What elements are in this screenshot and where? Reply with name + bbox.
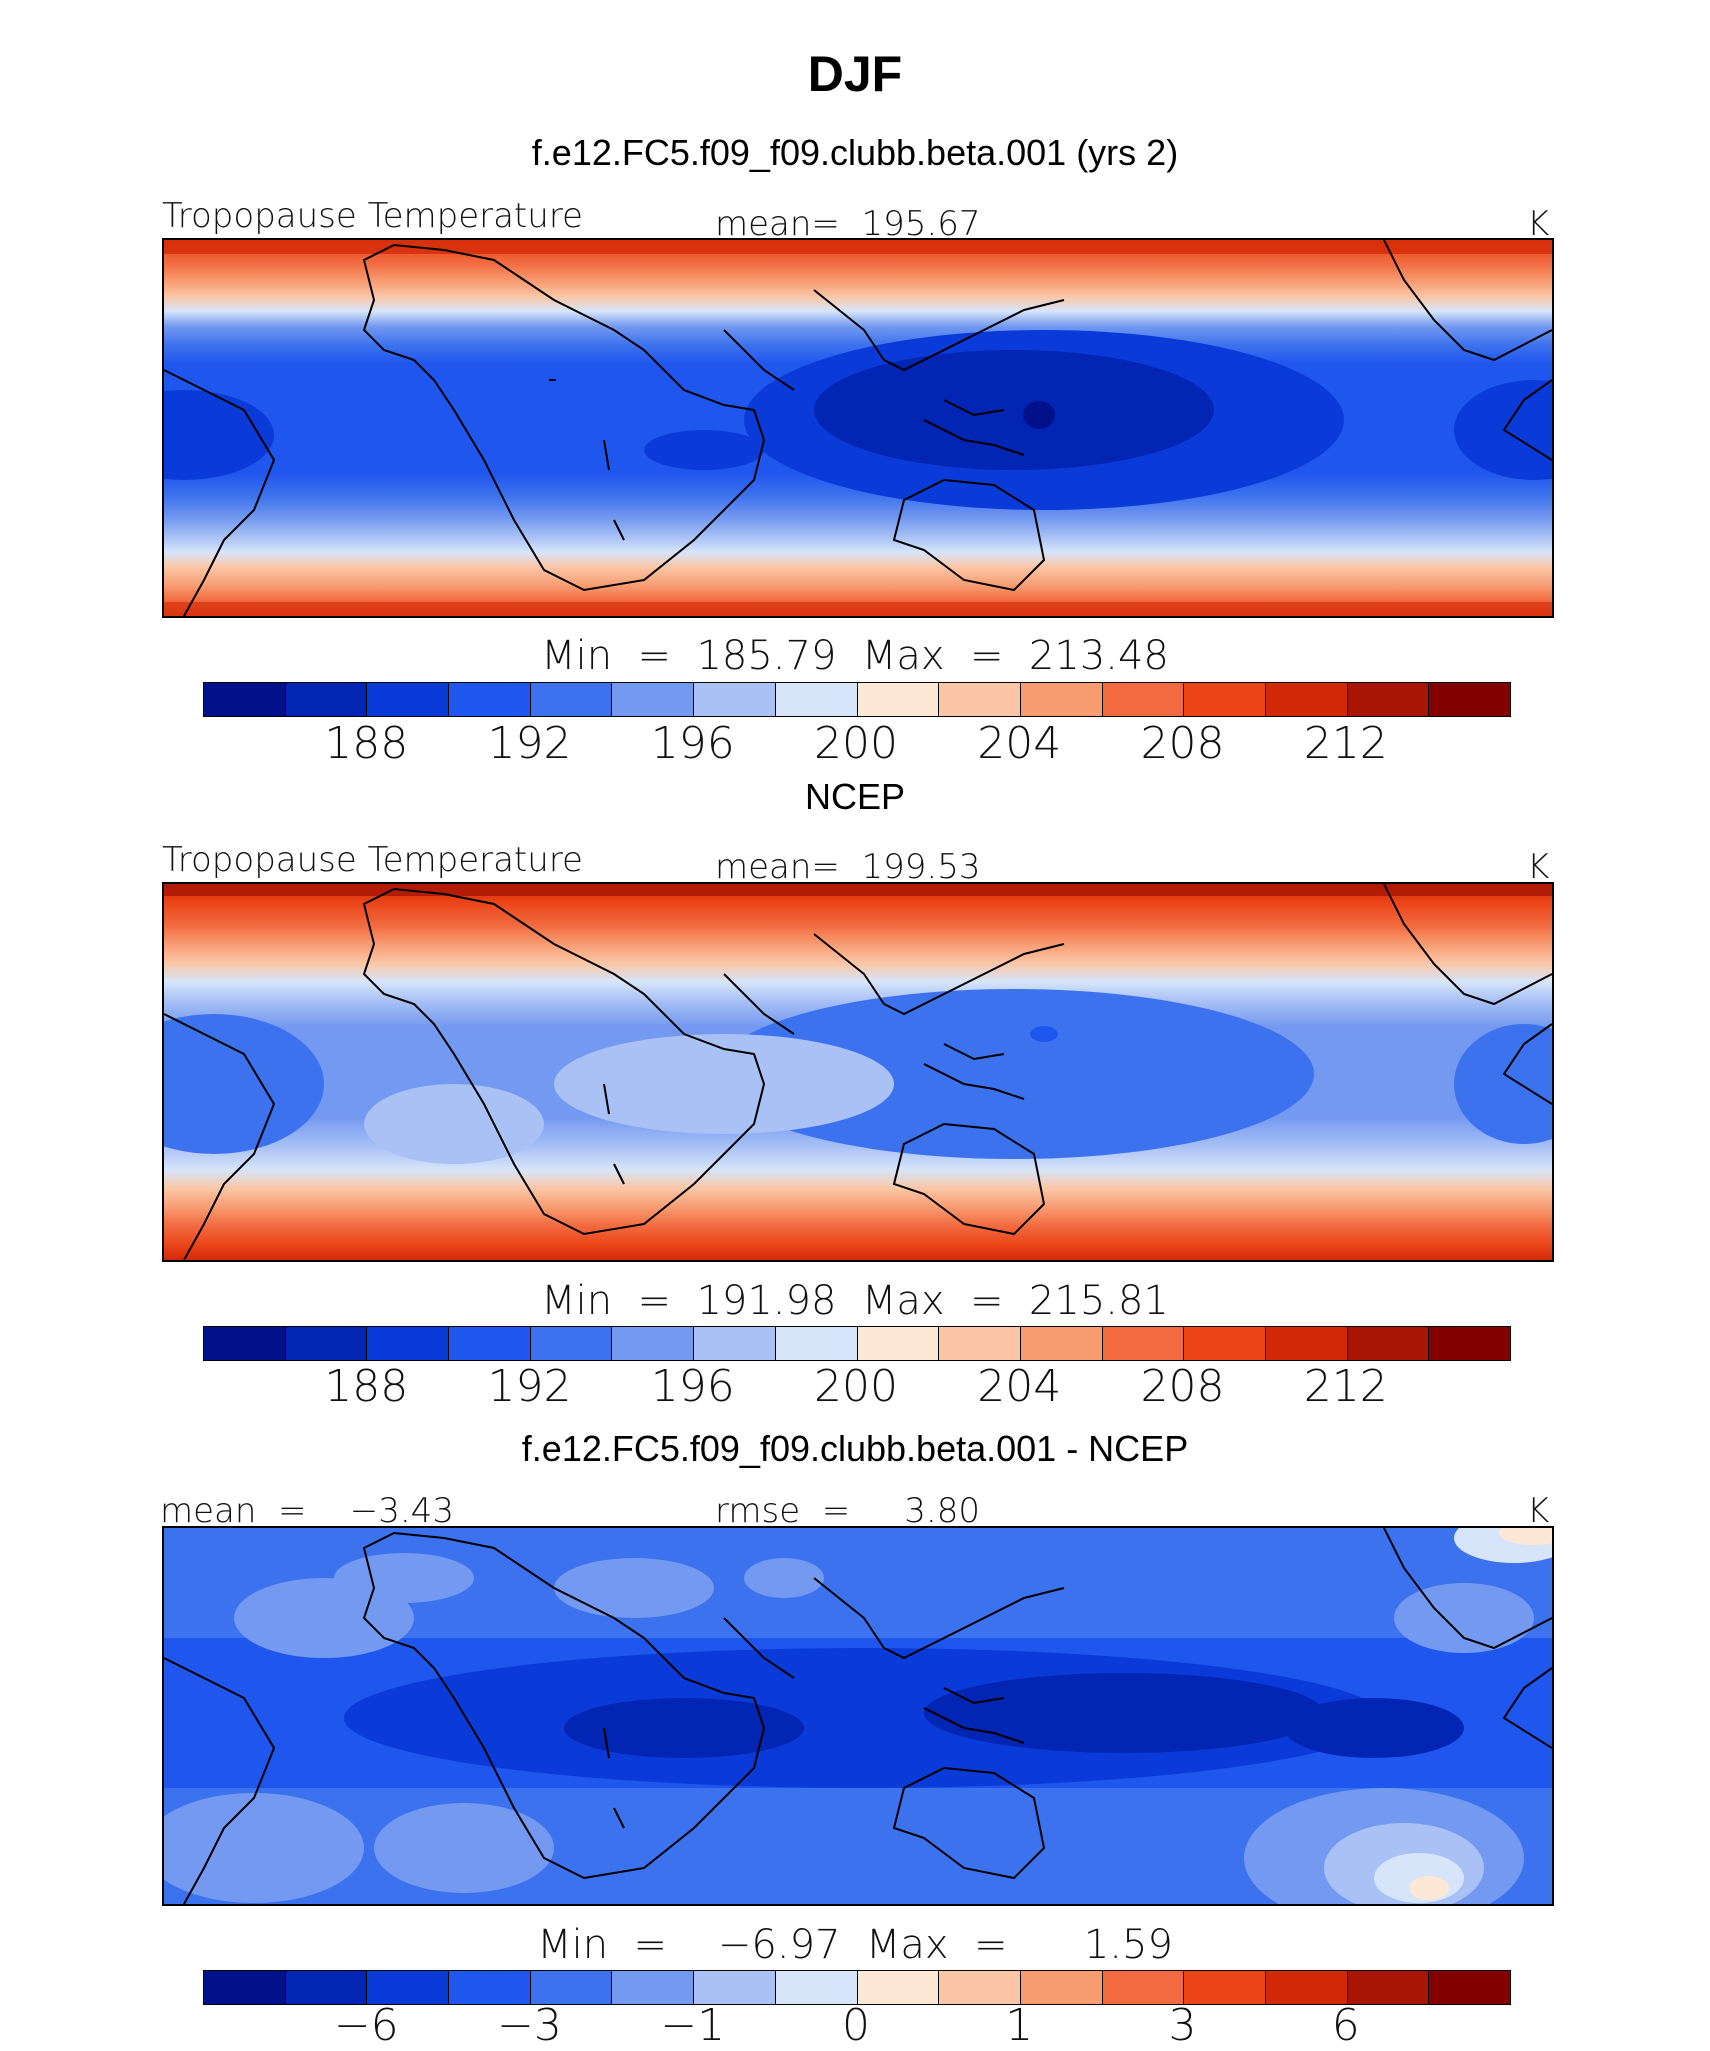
colorbar-segment: [775, 1327, 858, 1360]
colorbar-tick-label: 208: [1140, 718, 1225, 769]
panel-1-contour-plot: [164, 240, 1552, 616]
panel-3-contour-plot: [164, 1528, 1552, 1904]
colorbar-segment: [367, 1327, 450, 1360]
colorbar-segment: [612, 1971, 695, 2004]
colorbar-tick-label: 208: [1140, 1361, 1225, 1412]
colorbar-segment: [1102, 1971, 1185, 2004]
colorbar-segment: [612, 683, 695, 716]
colorbar-segment: [1184, 683, 1266, 716]
colorbar-tick-label: 196: [650, 718, 735, 769]
colorbar-tick-label: 212: [1303, 718, 1388, 769]
colorbar-segment: [1020, 1971, 1103, 2004]
colorbar-segment: [775, 1971, 858, 2004]
colorbar-segment: [857, 1971, 940, 2004]
colorbar-segment: [1102, 683, 1185, 716]
panel-1-title: f.e12.FC5.f09_f09.clubb.beta.001 (yrs 2): [531, 132, 1179, 173]
panel-3-minmax: Min = −6.97 Max = 1.59: [537, 1922, 1173, 1968]
colorbar-segment: [1429, 1971, 1510, 2004]
panel-1-minmax: Min = 185.79 Max = 213.48: [541, 633, 1169, 679]
panel-3-rmse-label: rmse = 3.80: [715, 1491, 980, 1531]
colorbar-tick-label: 6: [1331, 2000, 1360, 2051]
colorbar-tick-label: −6: [333, 2000, 399, 2051]
panel-2-units-label: K: [1527, 847, 1550, 887]
panel-2-minmax: Min = 191.98 Max = 215.81: [541, 1278, 1169, 1324]
colorbar-segment: [367, 1971, 450, 2004]
colorbar-tick-label: 200: [814, 718, 898, 769]
colorbar-segment: [1347, 683, 1430, 716]
colorbar-segment: [204, 1327, 286, 1360]
colorbar-segment: [1347, 1327, 1430, 1360]
colorbar-segment: [1184, 1971, 1266, 2004]
panel-3-colorbar-ticks: −6 −3 −1 0 1 3 6: [203, 2000, 1509, 2051]
panel-2-title: NCEP: [804, 776, 906, 817]
colorbar-segment: [694, 1327, 776, 1360]
colorbar-segment: [694, 1971, 776, 2004]
colorbar-segment: [367, 683, 450, 716]
colorbar-segment: [939, 1327, 1021, 1360]
colorbar-tick-label: 204: [977, 1361, 1062, 1412]
colorbar-tick-label: 204: [977, 718, 1062, 769]
panel-2-contour-plot: [164, 884, 1552, 1260]
colorbar-segment: [1265, 1327, 1348, 1360]
panel-2-variable-label: Tropopause Temperature: [162, 840, 583, 880]
colorbar-tick-label: 188: [324, 718, 409, 769]
colorbar-segment: [1265, 683, 1348, 716]
colorbar-tick-label: 0: [842, 2000, 870, 2051]
colorbar-segment: [1102, 1327, 1185, 1360]
panel-1-units-label: K: [1527, 204, 1550, 244]
colorbar-segment: [285, 1327, 368, 1360]
panel-2-mean-label: mean= 199.53: [715, 847, 981, 887]
colorbar-segment: [530, 1971, 613, 2004]
colorbar-segment: [1347, 1971, 1430, 2004]
panel-1-variable-label: Tropopause Temperature: [162, 196, 583, 236]
panel-1-colorbar: [203, 682, 1511, 717]
panel-2-colorbar-ticks: 188 192 196 200 204 208 212: [203, 1361, 1509, 1412]
colorbar-segment: [857, 683, 940, 716]
colorbar-tick-label: 188: [324, 1361, 409, 1412]
panel-3-units-label: K: [1527, 1491, 1550, 1531]
panel-3-title: f.e12.FC5.f09_f09.clubb.beta.001 - NCEP: [521, 1428, 1189, 1469]
figure-title: DJF: [807, 46, 903, 102]
colorbar-segment: [939, 1971, 1021, 2004]
colorbar-segment: [204, 1971, 286, 2004]
panel-3-colorbar: [203, 1970, 1511, 2005]
colorbar-segment: [694, 683, 776, 716]
colorbar-segment: [1429, 1327, 1510, 1360]
colorbar-segment: [285, 683, 368, 716]
panel-1-map: [162, 238, 1554, 618]
panel-1-colorbar-ticks: 188 192 196 200 204 208 212: [203, 718, 1509, 769]
colorbar-segment: [530, 1327, 613, 1360]
colorbar-segment: [449, 1327, 531, 1360]
colorbar-segment: [1020, 683, 1103, 716]
panel-3-map: [162, 1526, 1554, 1906]
colorbar-segment: [775, 683, 858, 716]
colorbar-tick-label: 200: [814, 1361, 898, 1412]
panel-2-colorbar: [203, 1326, 1511, 1361]
colorbar-tick-label: 212: [1303, 1361, 1388, 1412]
colorbar-segment: [204, 683, 286, 716]
colorbar-segment: [1020, 1327, 1103, 1360]
colorbar-segment: [449, 1971, 531, 2004]
panel-1-mean-label: mean= 195.67: [715, 204, 981, 244]
colorbar-segment: [449, 683, 531, 716]
colorbar-tick-label: 192: [487, 718, 572, 769]
colorbar-tick-label: −3: [497, 2000, 562, 2051]
colorbar-segment: [857, 1327, 940, 1360]
colorbar-segment: [285, 1971, 368, 2004]
panel-2-map: [162, 882, 1554, 1262]
panel-3-mean-label: mean = −3.43: [160, 1491, 454, 1531]
colorbar-segment: [939, 683, 1021, 716]
colorbar-segment: [530, 683, 613, 716]
colorbar-segment: [1429, 683, 1510, 716]
colorbar-tick-label: 196: [650, 1361, 735, 1412]
colorbar-segment: [1184, 1327, 1266, 1360]
colorbar-tick-label: 192: [487, 1361, 572, 1412]
colorbar-tick-label: 1: [1005, 2000, 1034, 2051]
colorbar-segment: [612, 1327, 695, 1360]
colorbar-tick-label: 3: [1168, 2000, 1197, 2051]
colorbar-tick-label: −1: [660, 2000, 726, 2051]
colorbar-segment: [1265, 1971, 1348, 2004]
